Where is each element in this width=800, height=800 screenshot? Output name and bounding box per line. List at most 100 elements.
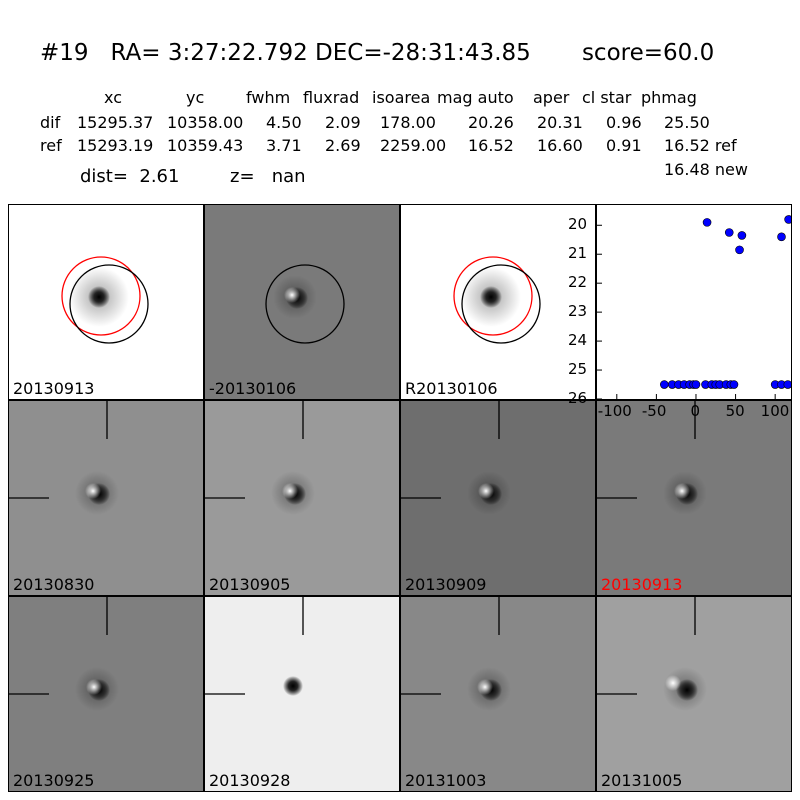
dist-readout: dist= 2.61: [80, 166, 180, 187]
row-value: 10359.43: [167, 136, 244, 155]
scatter-point: [702, 218, 712, 227]
stamp-panel: 20130925: [8, 596, 204, 792]
scatter-point: [691, 380, 701, 389]
aperture-circle: [61, 256, 141, 336]
stamp-label: 20130909: [405, 575, 487, 594]
row-value: 4.50: [266, 113, 302, 132]
stamp-label: 20130913: [13, 379, 95, 398]
stamp-image: [597, 401, 707, 515]
x-tick-label: -50: [641, 402, 667, 420]
aperture-circle: [69, 264, 149, 344]
x-tick-label: 50: [725, 402, 745, 420]
page-title: #19 RA= 3:27:22.792 DEC=-28:31:43.85 sco…: [40, 40, 715, 66]
row-value: 178.00: [380, 113, 436, 132]
aperture-circle: [461, 264, 541, 344]
y-tick-label: 24: [568, 331, 588, 350]
stamp-image: [205, 597, 304, 696]
source-blob: [665, 675, 681, 691]
row-label: dif: [40, 113, 61, 132]
column-header: isoarea: [372, 88, 431, 107]
row-value: 2.09: [325, 113, 361, 132]
stamp-label: 20130913: [601, 575, 683, 594]
scatter-point: [783, 380, 793, 389]
stamp-panel: R20130106: [400, 204, 596, 400]
column-header: mag auto: [437, 88, 514, 107]
source-blob: [676, 679, 698, 701]
stamp-panel: 20130830: [8, 400, 204, 596]
aperture-circle: [265, 264, 345, 344]
row-value: 10358.00: [167, 113, 244, 132]
column-header: cl star: [582, 88, 632, 107]
scatter-point: [735, 245, 744, 255]
x-tick-label: -100: [597, 402, 632, 420]
column-header: fwhm: [246, 88, 291, 107]
scatter-point: [737, 231, 747, 240]
stamp-panel: 20130905: [204, 400, 400, 596]
source-blob: [86, 679, 102, 695]
stamp-panel: 20131005: [596, 596, 792, 792]
stamp-image: [453, 256, 541, 344]
column-header: phmag: [641, 88, 697, 107]
scatter-point: [784, 215, 793, 224]
stamp-image: [597, 597, 707, 711]
source-blob: [284, 287, 300, 303]
source-blob: [85, 483, 101, 499]
row-value: 16.60: [537, 136, 583, 155]
stamp-image: [9, 597, 119, 711]
stamp-label: R20130106: [405, 379, 498, 398]
new-mag: 16.48 new: [664, 160, 748, 179]
y-tick-label: 21: [568, 244, 588, 263]
source-blob: [674, 483, 690, 499]
row-value: 16.52: [468, 136, 514, 155]
column-header: aper: [533, 88, 570, 107]
scatter-canvas: [597, 215, 793, 400]
stamp-panel: 20130913: [596, 400, 792, 596]
stamp-panel: 20131003: [400, 596, 596, 792]
stamp-panel: 20130913: [8, 204, 204, 400]
source-blob: [478, 483, 494, 499]
row-value: 15295.37: [77, 113, 154, 132]
stamp-panel: 20130909: [400, 400, 596, 596]
stamp-label: 20131003: [405, 771, 487, 790]
row-label: ref: [40, 136, 62, 155]
source-blob: [480, 286, 502, 308]
scatter-point: [724, 228, 734, 237]
stamp-image: [401, 597, 511, 711]
source-blob: [477, 679, 493, 695]
source-blob: [282, 483, 298, 499]
stamp-image: [61, 256, 149, 344]
row-value: 2.69: [325, 136, 361, 155]
row-value: 2259.00: [380, 136, 447, 155]
z-readout: z= nan: [230, 166, 306, 187]
stamp-image: [401, 401, 511, 515]
source-blob: [283, 676, 303, 696]
source-blob: [88, 286, 110, 308]
y-tick-label: 25: [568, 360, 588, 379]
row-value: 20.31: [537, 113, 583, 132]
scatter-point: [729, 380, 739, 389]
row-value: 16.52 ref: [664, 136, 737, 155]
column-header: xc: [104, 88, 122, 107]
y-tick-label: 22: [568, 273, 588, 292]
stamp-label: 20130928: [209, 771, 291, 790]
row-value: 0.96: [606, 113, 642, 132]
column-header: fluxrad: [303, 88, 360, 107]
y-tick-label: 20: [568, 215, 588, 234]
y-tick-label: 26: [568, 389, 588, 407]
stamp-label: -20130106: [209, 379, 297, 398]
stamp-label: 20130905: [209, 575, 291, 594]
x-tick-label: 0: [690, 402, 701, 420]
row-value: 3.71: [266, 136, 302, 155]
scatter-point: [660, 380, 669, 389]
stamp-label: 20130925: [13, 771, 95, 790]
row-value: 0.91: [606, 136, 642, 155]
row-value: 25.50: [664, 113, 710, 132]
stamp-panel: 20130928: [204, 596, 400, 792]
stamp-label: 20131005: [601, 771, 683, 790]
row-value: 20.26: [468, 113, 514, 132]
y-tick-label: 23: [568, 302, 588, 321]
aperture-circle: [453, 256, 533, 336]
column-header: yc: [186, 88, 205, 107]
mag-scatter-plot: [596, 204, 793, 400]
stamp-panel: -20130106: [204, 204, 400, 400]
